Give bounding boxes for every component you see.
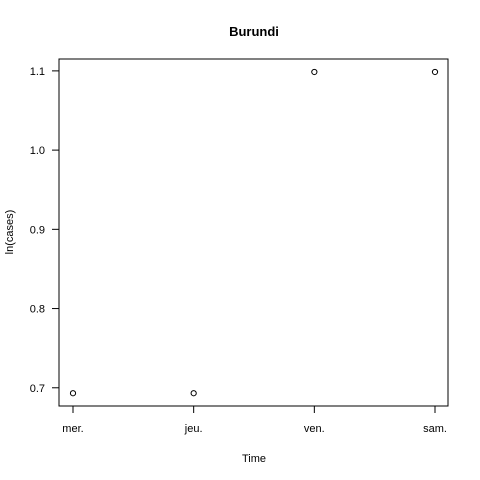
- data-points: [69, 68, 439, 397]
- data-point: [311, 68, 318, 76]
- chart-title: Burundi: [229, 24, 279, 39]
- y-axis-label: ln(cases): [4, 210, 16, 255]
- y-tick-label: 0.7: [30, 383, 45, 395]
- y-tick-label: 0.8: [30, 304, 45, 316]
- x-axis: mer. jeu. ven. sam.: [62, 406, 447, 435]
- data-point: [190, 390, 197, 397]
- plot-frame: [58, 58, 449, 407]
- y-tick-label: 1.0: [30, 145, 45, 157]
- x-axis-label: Time: [242, 453, 266, 465]
- data-point: [431, 68, 439, 76]
- x-tick-label: mer.: [62, 423, 83, 435]
- y-tick-label: 0.9: [30, 224, 45, 236]
- y-tick-label: 1.1: [30, 66, 45, 78]
- data-point: [69, 390, 77, 397]
- y-axis: 0.7 0.8 0.9 1.0 1.1: [30, 66, 59, 395]
- x-tick-label: ven.: [304, 423, 325, 435]
- x-tick-label: jeu.: [184, 423, 203, 435]
- x-tick-label: sam.: [423, 423, 447, 435]
